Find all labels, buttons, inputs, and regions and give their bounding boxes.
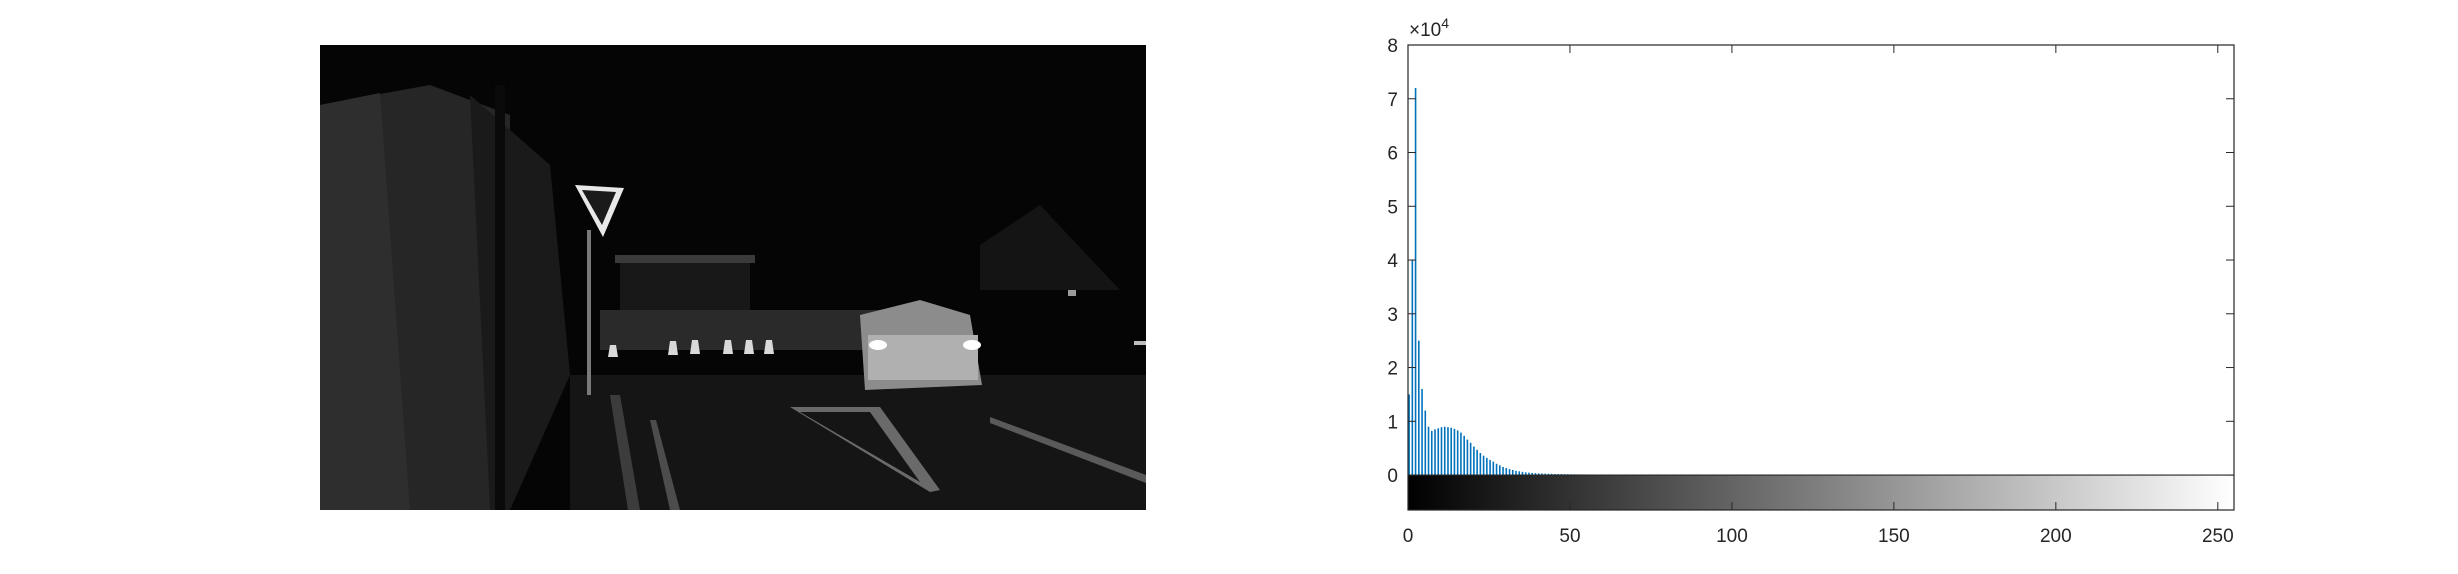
histogram-bar <box>1515 470 1517 476</box>
histogram-bar <box>1434 429 1436 476</box>
histogram-bar <box>1544 473 1546 476</box>
histogram-bar <box>1482 455 1485 476</box>
histogram-bar <box>1456 430 1459 476</box>
histogram-bars <box>1408 88 1670 476</box>
night-street-photo <box>320 45 1146 510</box>
histogram-bar <box>1492 461 1495 476</box>
histogram-bar <box>1524 472 1527 476</box>
axes-box <box>1407 44 2235 511</box>
histogram-bar <box>1547 473 1550 476</box>
histogram-bar <box>1463 435 1465 476</box>
histogram-bar <box>1508 469 1511 476</box>
histogram-bar <box>1437 428 1440 476</box>
histogram-bar <box>1495 463 1498 476</box>
histogram-bar <box>1427 426 1430 476</box>
x-tick-label: 0 <box>1403 526 1414 547</box>
histogram-bar <box>1498 465 1501 476</box>
grayscale-colorbar <box>1408 475 2234 510</box>
histogram-bar <box>1489 460 1491 476</box>
x-tick-label: 200 <box>2040 526 2072 547</box>
histogram-bar <box>1473 446 1475 476</box>
tick-labels: 0 50 100 150 200 250 0 1 2 3 4 5 6 7 8 <box>1387 36 2233 547</box>
y-tick-label: 1 <box>1387 412 1398 433</box>
histogram-bar <box>1466 439 1469 476</box>
y-tick-label: 6 <box>1387 144 1398 165</box>
histogram-bar <box>1469 442 1472 476</box>
plot-background <box>1408 45 2234 510</box>
histogram-bar <box>1521 471 1524 476</box>
histogram-bar <box>1408 394 1410 476</box>
tick-marks <box>1407 44 2234 510</box>
histogram-bar <box>1460 432 1462 476</box>
x-tick-label: 100 <box>1716 526 1748 547</box>
axes <box>1407 44 2235 511</box>
histogram-bar <box>1414 88 1417 476</box>
histogram-bar <box>1443 426 1446 476</box>
y-tick-label: 4 <box>1387 251 1398 272</box>
histogram-bar <box>1450 427 1453 476</box>
x-tick-label: 150 <box>1878 526 1910 547</box>
x-tick-label: 250 <box>2202 526 2234 547</box>
histogram-bar <box>1430 430 1433 476</box>
histogram-bar <box>1479 453 1482 476</box>
y-tick-label: 3 <box>1387 305 1398 326</box>
y-tick-label: 8 <box>1387 36 1398 57</box>
histogram-bar <box>1486 457 1488 476</box>
histogram-bar <box>1505 468 1508 476</box>
y-tick-label: 5 <box>1387 197 1398 218</box>
y-exponent-label: ×104 <box>1409 15 1449 41</box>
histogram-bar <box>1453 428 1456 476</box>
histogram-bar <box>1447 427 1449 476</box>
y-tick-label: 2 <box>1387 359 1398 380</box>
histogram-bar <box>1476 449 1478 476</box>
histogram-bar <box>1531 472 1533 476</box>
histogram-bar <box>1518 471 1521 476</box>
histogram-bar <box>1418 340 1420 476</box>
x-tick-label: 50 <box>1559 526 1580 547</box>
histogram-bar <box>1511 469 1514 476</box>
histogram-bar <box>1528 472 1530 476</box>
histogram-bar <box>1440 427 1443 476</box>
histogram-bar <box>1502 466 1504 476</box>
histogram-bar <box>1537 473 1540 476</box>
y-tick-label: 0 <box>1387 466 1398 487</box>
histogram-bar <box>1424 410 1427 476</box>
histogram-bar <box>1534 473 1537 476</box>
histogram-bar <box>1541 473 1543 476</box>
histogram-bar <box>1421 389 1423 476</box>
y-tick-label: 7 <box>1387 90 1398 111</box>
